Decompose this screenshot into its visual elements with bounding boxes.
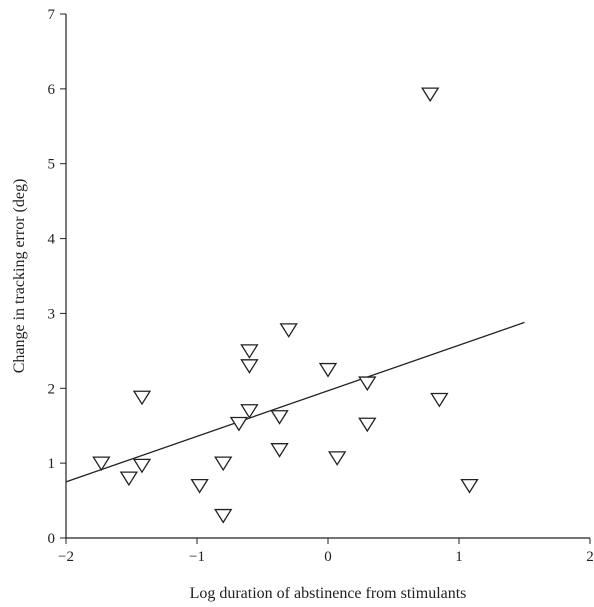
x-tick-label: 0 <box>324 549 332 565</box>
y-tick-label: 4 <box>48 232 56 248</box>
x-axis-label: Log duration of abstinence from stimulan… <box>190 585 467 602</box>
regression-line <box>65 321 525 483</box>
x-tick-label: 1 <box>455 549 463 565</box>
data-point <box>279 323 298 338</box>
data-point <box>92 456 111 472</box>
data-point <box>119 471 139 487</box>
data-point <box>132 390 152 406</box>
x-tick-label: 2 <box>586 549 594 565</box>
data-point <box>270 410 289 425</box>
y-tick-label: 5 <box>48 157 56 173</box>
y-tick-label: 7 <box>48 7 56 23</box>
x-tick-label: −2 <box>58 549 74 565</box>
data-point <box>270 443 289 458</box>
data-point <box>327 451 347 466</box>
x-tick-label: −1 <box>189 549 205 565</box>
y-tick-label: 3 <box>48 306 56 322</box>
y-tick-label: 6 <box>48 82 56 98</box>
data-point <box>318 362 338 378</box>
data-point <box>240 344 259 359</box>
data-point <box>460 478 479 494</box>
data-point <box>240 404 259 419</box>
chart-ticks: −2 −1 0 1 2 0 1 2 3 4 5 6 7 <box>48 7 594 565</box>
data-point <box>358 417 377 433</box>
data-point <box>214 508 233 524</box>
data-points <box>92 87 479 524</box>
data-point <box>132 458 152 474</box>
data-point <box>240 359 259 374</box>
data-point <box>229 416 249 432</box>
data-point <box>358 376 377 392</box>
y-tick-label: 2 <box>48 381 56 397</box>
y-tick-label: 0 <box>48 531 56 547</box>
data-point <box>430 392 449 408</box>
y-axis-label: Change in tracking error (deg) <box>11 179 28 374</box>
y-tick-label: 1 <box>48 456 56 472</box>
regression-line-group <box>65 321 525 483</box>
data-point <box>421 87 440 103</box>
data-point <box>190 478 209 494</box>
data-point <box>214 456 233 472</box>
